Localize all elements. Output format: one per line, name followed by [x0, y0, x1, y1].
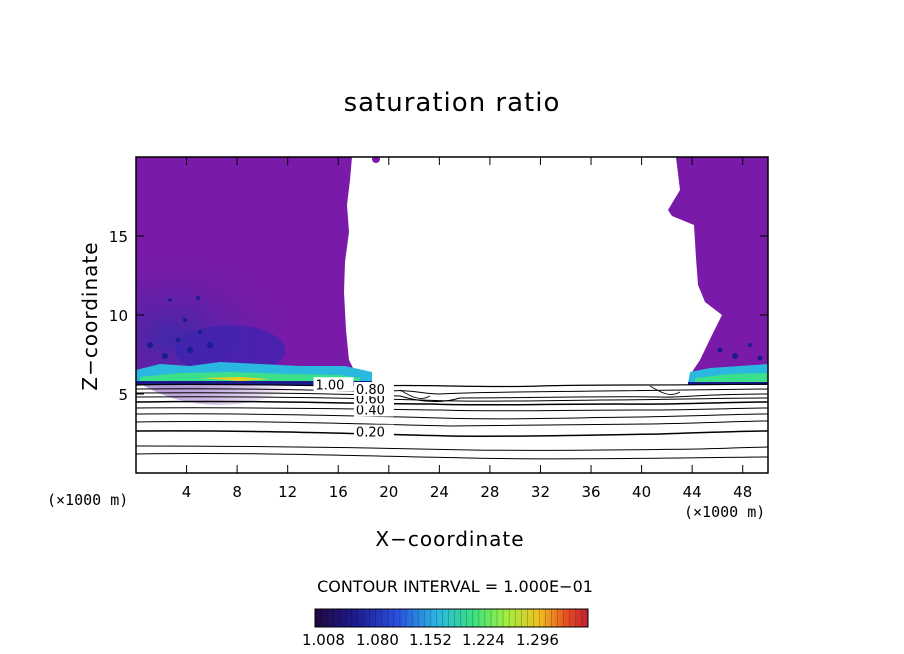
filled-contours [136, 157, 768, 460]
contour-label-bg [313, 377, 354, 392]
contour-lines [136, 383, 768, 460]
x-tick-label: 28 [480, 483, 499, 501]
x-tick-label: 32 [531, 483, 550, 501]
x-tick-label: 40 [632, 483, 651, 501]
isolated-cell [372, 157, 380, 163]
y-tick-label: 15 [109, 228, 128, 246]
colorbar-tick-label: 1.008 [302, 631, 345, 649]
y-tick-label: 10 [109, 307, 128, 325]
colorbar-tick-label: 1.224 [462, 631, 505, 649]
x-tick-label: 48 [733, 483, 752, 501]
x-unit-label-left: (×1000 m) [47, 491, 129, 509]
colorbar-tick-label: 1.296 [516, 631, 559, 649]
contour-labels: 0.20 0.400.600.80 1.00 [313, 377, 394, 441]
x-tick-label: 16 [329, 483, 348, 501]
y-tick-label: 5 [118, 386, 128, 404]
contour-label-bg [353, 402, 394, 417]
x-tick-label: 44 [683, 483, 702, 501]
x-tick-label: 8 [232, 483, 242, 501]
x-axis-label: X−coordinate [375, 527, 525, 551]
x-tick-label: 4 [182, 483, 192, 501]
x-tick-label: 12 [278, 483, 297, 501]
contour-label: 1.00 [315, 378, 344, 393]
contour-label-bg [353, 424, 394, 439]
y-axis-label: Z−coordinate [78, 241, 102, 391]
x-tick-label: 24 [430, 483, 449, 501]
contour-interval-text: CONTOUR INTERVAL = 1.000E−01 [317, 577, 593, 596]
scattered-cells [147, 296, 763, 361]
chart-title: saturation ratio [343, 88, 561, 118]
colorbar-stripes [320, 609, 583, 627]
contour-label-bg [353, 382, 394, 396]
colorbar-tick-label: 1.152 [409, 631, 452, 649]
x-axis-ticks: 4 8 12 16 20 24 28 32 36 40 44 48 [182, 157, 752, 501]
x-unit-label-right: (×1000 m) [684, 503, 766, 521]
supersaturation-region-right [668, 157, 768, 383]
x-tick-label: 20 [379, 483, 398, 501]
colorbar [314, 608, 589, 628]
x-tick-label: 36 [581, 483, 600, 501]
contour-label: 0.60 [356, 392, 385, 407]
band-yellow-left [200, 377, 270, 381]
contour-label: 0.40 [356, 404, 385, 419]
contour-label: 0.20 [356, 426, 385, 441]
supersaturation-core-inner [175, 325, 285, 375]
y-axis-ticks: 5 10 15 [109, 228, 768, 404]
colorbar-tick-label: 1.080 [356, 631, 399, 649]
contour-label: 0.80 [356, 383, 385, 398]
